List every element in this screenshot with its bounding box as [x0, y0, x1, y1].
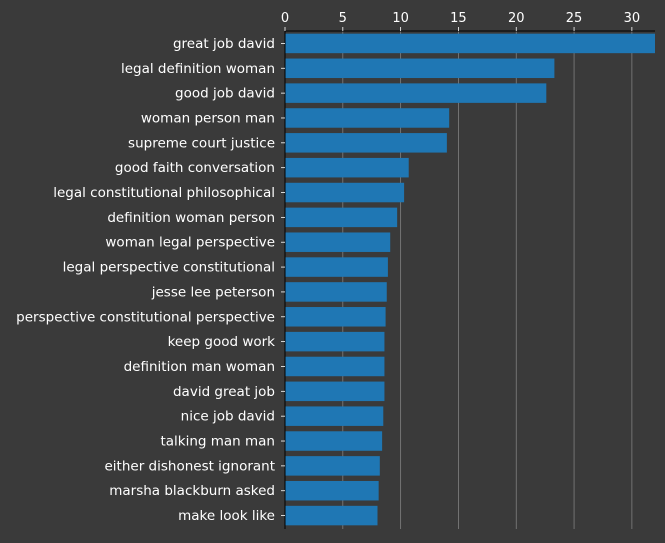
x-tick-label: 10: [392, 11, 409, 26]
category-label: woman legal perspective: [105, 235, 275, 251]
bar: [285, 431, 383, 451]
bar: [285, 480, 379, 501]
bar: [285, 33, 655, 54]
x-tick-label: 30: [624, 11, 641, 26]
bar: [285, 282, 387, 302]
grid-layer: [342, 31, 633, 529]
bar: [285, 108, 450, 128]
category-label: perspective constitutional perspective: [16, 309, 275, 325]
category-label: good faith conversation: [115, 160, 275, 176]
category-label: jesse lee peterson: [151, 284, 275, 300]
category-label: talking man man: [160, 434, 275, 450]
category-label: david great job: [173, 384, 275, 400]
bar: [285, 406, 384, 426]
category-label: good job david: [175, 86, 275, 102]
x-tick-label: 15: [450, 11, 467, 26]
bar: [285, 58, 555, 79]
category-label: legal definition woman: [121, 61, 275, 77]
bar: [285, 157, 409, 178]
bar: [285, 83, 547, 103]
category-label: legal perspective constitutional: [63, 260, 275, 276]
bar: [285, 182, 405, 203]
category-label: keep good work: [168, 334, 276, 350]
bar: [285, 505, 378, 526]
category-label: make look like: [178, 508, 275, 524]
x-tick-label: 20: [508, 11, 525, 26]
category-label: nice job david: [181, 409, 275, 425]
x-tick-label: 5: [339, 11, 347, 26]
bar: [285, 456, 380, 476]
bar: [285, 331, 385, 352]
bar-layer: [285, 33, 655, 526]
bar: [285, 356, 385, 377]
axis-layer: [281, 27, 655, 529]
bar: [285, 232, 391, 252]
x-tick-label: 25: [566, 11, 583, 26]
category-label: definition man woman: [124, 359, 275, 375]
category-label: great job david: [173, 36, 275, 52]
category-label: legal constitutional philosophical: [53, 185, 275, 201]
label-layer: 0 5 10 15 20 25 30 great job david legal definit…: [16, 11, 640, 524]
bar: [285, 381, 385, 402]
bar: [285, 133, 447, 153]
category-label: woman person man: [141, 110, 275, 126]
category-label: marsha blackburn asked: [109, 483, 275, 499]
x-tick-label: 0: [281, 11, 289, 26]
bar: [285, 207, 398, 228]
category-label: either dishonest ignorant: [104, 458, 275, 474]
category-label: definition woman person: [107, 210, 275, 226]
bar: [285, 257, 388, 277]
category-label: supreme court justice: [128, 135, 275, 151]
bar: [285, 307, 386, 327]
